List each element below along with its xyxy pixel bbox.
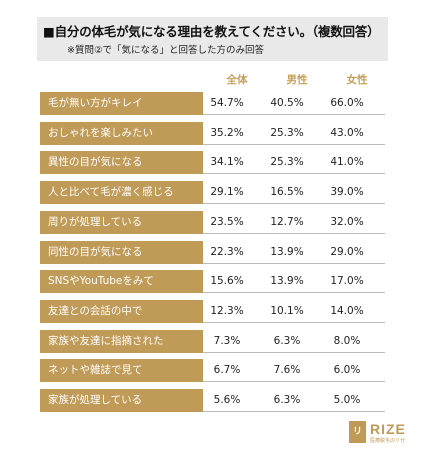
row-divider — [203, 351, 385, 353]
row-divider — [203, 114, 385, 115]
logo-mark: リゼ — [349, 421, 366, 450]
row-value-total: 12.3% — [210, 304, 244, 317]
row-divider — [203, 232, 385, 234]
row-value-total: 22.3% — [210, 245, 244, 258]
row-divider — [203, 173, 385, 175]
row-value-total: 35.2% — [210, 126, 244, 139]
rize-logo: リゼ RIZE 医療脱毛のリゼ — [349, 421, 417, 450]
row-value-male: 13.9% — [270, 245, 304, 258]
row-label: 人と比べて毛が濃く感じる — [40, 181, 203, 205]
row-divider — [203, 292, 385, 294]
row-label: ネットや雑誌で見て — [40, 359, 203, 383]
column-header-male: 男性 — [286, 74, 308, 86]
question-title: ■自分の体毛が気になる理由を教えてください。（複数回答） — [43, 24, 380, 39]
table-row: 毛が無い方がキレイ 54.7% 40.5% 66.0% — [37, 92, 388, 115]
table-row: ネットや雑誌で見て 6.7% 7.6% 6.0% — [37, 359, 388, 383]
row-value-male: 6.3% — [273, 334, 301, 347]
row-label: 毛が無い方がキレイ — [40, 92, 203, 115]
column-header-female: 女性 — [346, 74, 368, 86]
row-divider — [203, 381, 385, 383]
row-label: 友達との会話の中で — [40, 299, 203, 323]
row-value-female: 39.0% — [330, 186, 364, 199]
row-value-total: 15.6% — [210, 275, 244, 288]
row-value-male: 6.3% — [273, 394, 301, 406]
logo-word: RIZE — [370, 421, 406, 437]
row-divider — [203, 262, 385, 264]
row-divider — [203, 411, 385, 412]
row-value-female: 43.0% — [330, 126, 364, 139]
row-value-male: 13.9% — [270, 275, 304, 288]
row-divider — [203, 203, 385, 205]
table-row: SNSやYouTubeをみて 15.6% 13.9% 17.0% — [37, 270, 388, 294]
row-value-total: 5.6% — [213, 394, 241, 406]
row-value-male: 25.3% — [270, 126, 304, 139]
row-value-male: 25.3% — [270, 156, 304, 169]
table-row: おしゃれを楽しみたい 35.2% 25.3% 43.0% — [37, 121, 388, 145]
row-value-total: 7.3% — [213, 334, 241, 347]
row-label: 家族が処理している — [40, 389, 203, 412]
table-row: 周りが処理している 23.5% 12.7% 32.0% — [37, 210, 388, 234]
question-header: ■自分の体毛が気になる理由を教えてください。（複数回答） ※質問②で「気になる」… — [37, 17, 388, 61]
row-value-male: 10.1% — [270, 304, 304, 317]
row-divider — [203, 321, 385, 323]
row-value-total: 34.1% — [210, 156, 244, 169]
row-value-female: 32.0% — [330, 215, 364, 228]
row-value-female: 41.0% — [330, 156, 364, 169]
row-label: 異性の目が気になる — [40, 151, 203, 175]
table-row: 友達との会話の中で 12.3% 10.1% 14.0% — [37, 299, 388, 323]
row-value-total: 29.1% — [210, 186, 244, 199]
table-row: 異性の目が気になる 34.1% 25.3% 41.0% — [37, 151, 388, 175]
row-label: SNSやYouTubeをみて — [40, 270, 203, 294]
row-value-total: 6.7% — [213, 364, 241, 377]
row-value-male: 12.7% — [270, 215, 304, 228]
row-divider — [203, 143, 385, 145]
table-row: 同性の目が気になる 22.3% 13.9% 29.0% — [37, 240, 388, 264]
question-note: ※質問②で「気になる」と回答した方のみ回答 — [67, 45, 264, 56]
row-value-male: 16.5% — [270, 186, 304, 199]
column-header-total: 全体 — [226, 74, 248, 86]
row-label: おしゃれを楽しみたい — [40, 121, 203, 145]
row-value-female: 6.0% — [333, 364, 361, 377]
row-value-male: 7.6% — [273, 364, 301, 377]
row-value-total: 23.5% — [210, 215, 244, 228]
table-row: 家族が処理している 5.6% 6.3% 5.0% — [37, 389, 388, 412]
row-value-female: 29.0% — [330, 245, 364, 258]
table-row: 家族や友達に指摘された 7.3% 6.3% 8.0% — [37, 329, 388, 353]
table-row: 人と比べて毛が濃く感じる 29.1% 16.5% 39.0% — [37, 181, 388, 205]
row-value-female: 5.0% — [333, 394, 361, 406]
row-value-female: 14.0% — [330, 304, 364, 317]
row-label: 同性の目が気になる — [40, 240, 203, 264]
row-value-male: 40.5% — [270, 97, 304, 109]
row-value-female: 8.0% — [333, 334, 361, 347]
row-value-total: 54.7% — [210, 97, 244, 109]
row-label: 周りが処理している — [40, 210, 203, 234]
row-label: 家族や友達に指摘された — [40, 329, 203, 353]
row-value-female: 66.0% — [330, 97, 364, 109]
logo-tagline: 医療脱毛のリゼ — [370, 438, 406, 444]
row-value-female: 17.0% — [330, 275, 364, 288]
